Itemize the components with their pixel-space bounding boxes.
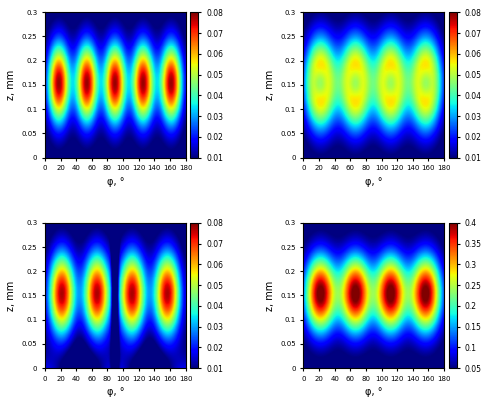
X-axis label: φ, °: φ, ° [365,177,382,187]
X-axis label: φ, °: φ, ° [106,387,124,397]
Y-axis label: z, mm: z, mm [264,280,274,310]
Y-axis label: z, mm: z, mm [6,70,16,100]
X-axis label: φ, °: φ, ° [106,177,124,187]
X-axis label: φ, °: φ, ° [365,387,382,397]
Y-axis label: z, mm: z, mm [264,70,274,100]
Y-axis label: z, mm: z, mm [6,280,16,310]
